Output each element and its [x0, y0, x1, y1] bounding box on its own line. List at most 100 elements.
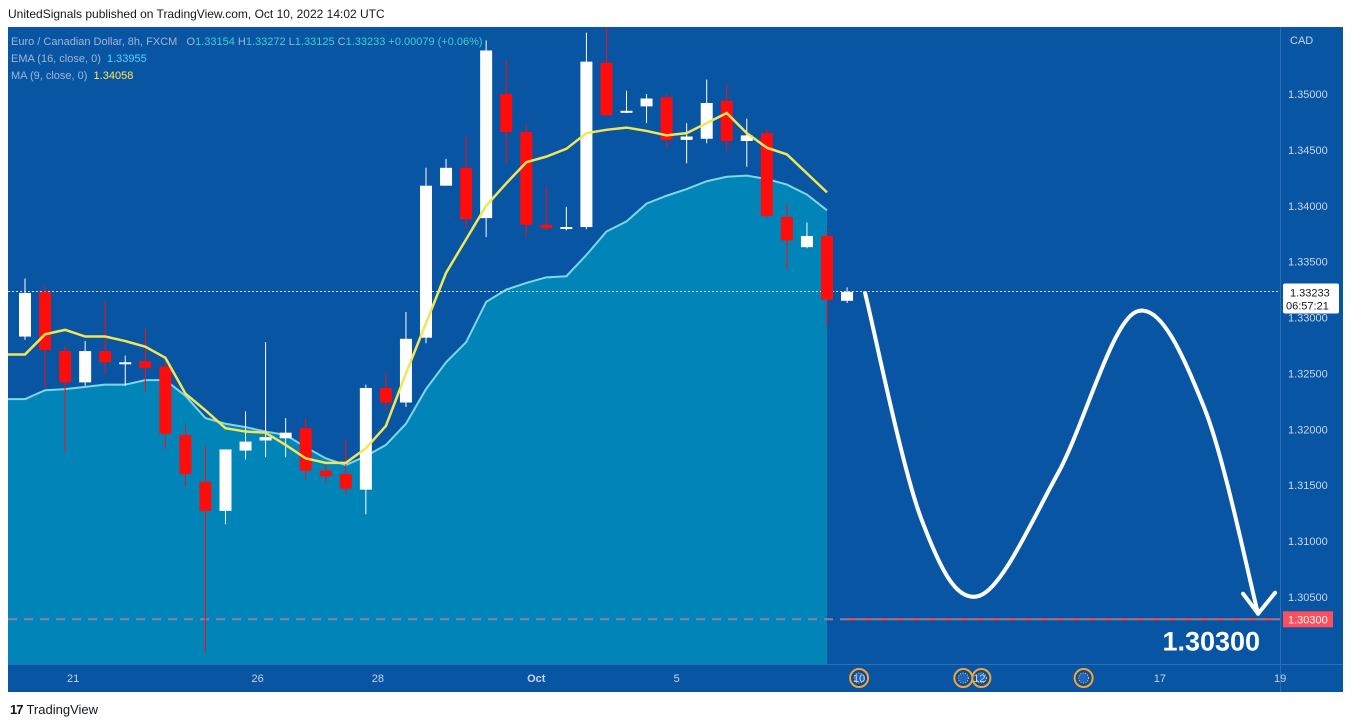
candle — [319, 465, 332, 483]
event-marker-flag — [957, 672, 969, 684]
candle — [560, 206, 573, 231]
candle-body — [821, 235, 833, 300]
candle-body — [480, 50, 493, 219]
candle-body — [440, 167, 453, 186]
candle — [520, 124, 533, 238]
legend-ema-label[interactable]: EMA (16, close, 0) — [11, 53, 101, 65]
time-tick-label: 26 — [251, 673, 263, 685]
legend-high-value: 1.33272 — [245, 36, 286, 48]
price-axis-bg — [1280, 27, 1343, 692]
candle-body — [540, 224, 553, 229]
event-marker-flag — [853, 672, 865, 684]
candle — [660, 94, 673, 148]
footer-brand-name: TradingView — [26, 702, 99, 717]
legend-ema-row: EMA (16, close, 0) 1.33955 — [11, 51, 483, 68]
candle-body — [720, 100, 733, 141]
candle — [19, 278, 31, 340]
target-price-tag — [1283, 611, 1333, 628]
candle-body — [179, 434, 192, 475]
footer-brand[interactable]: 17 TradingView — [10, 702, 98, 717]
time-tick-label: 12 — [973, 673, 985, 685]
time-tick-label: 19 — [1274, 673, 1286, 685]
candle — [219, 449, 232, 525]
candle — [440, 158, 453, 186]
candle — [780, 203, 793, 270]
price-tick-label: 1.31000 — [1288, 536, 1328, 548]
target-price-value: 1.30300 — [1288, 614, 1328, 626]
forecast-arrowhead — [1241, 590, 1278, 616]
price-tick-label: 1.34000 — [1288, 201, 1328, 213]
candle-body — [760, 133, 773, 216]
legend-symbol-row: Euro / Canadian Dollar, 8h, FXCM O1.3315… — [11, 34, 483, 51]
legend-symbol[interactable]: Euro / Canadian Dollar, 8h, FXCM — [11, 36, 178, 48]
candle-body — [660, 97, 673, 140]
legend-low-label: L — [288, 36, 295, 48]
candle-body — [279, 432, 292, 439]
candle — [700, 79, 713, 144]
price-tick-label: 1.33000 — [1288, 313, 1328, 325]
candle-body — [520, 132, 533, 225]
candle-body — [680, 136, 693, 140]
candle — [620, 90, 633, 114]
time-tick-label: 10 — [853, 673, 865, 685]
time-tick-label: 21 — [67, 673, 79, 685]
candle — [640, 94, 653, 124]
target-label: 1.30300 — [1162, 626, 1260, 656]
candle-body — [219, 449, 232, 511]
ema-line — [8, 174, 828, 467]
candle — [680, 123, 693, 164]
legend-open-label: O — [186, 36, 196, 48]
price-tick-label: 1.34500 — [1288, 145, 1328, 157]
legend-ema-value: 1.33955 — [107, 53, 147, 65]
event-marker-icon — [971, 668, 992, 688]
time-tick-label: 17 — [1154, 673, 1166, 685]
price-tick-label: 1.35000 — [1288, 89, 1328, 101]
candle-body — [460, 167, 473, 220]
time-tick-label: 5 — [674, 673, 680, 685]
legend-ma-row: MA (9, close, 0) 1.34058 — [11, 68, 483, 85]
candle-body — [239, 441, 252, 451]
legend-change: +0.00079 (+0.06%) — [388, 36, 483, 48]
candle-body — [319, 470, 332, 477]
candle-body — [560, 227, 573, 230]
candle — [420, 167, 432, 344]
candle — [460, 136, 473, 229]
candle-body — [640, 98, 653, 107]
candle — [800, 222, 813, 249]
candle — [59, 345, 72, 453]
legend-ma-value: 1.34058 — [93, 70, 134, 82]
candle-body — [339, 474, 352, 489]
candle-body — [299, 428, 312, 471]
time-tick-label: 28 — [372, 673, 384, 685]
candle — [279, 418, 292, 458]
candle-body — [620, 110, 633, 113]
tradingview-logo-icon: 17 — [10, 702, 24, 717]
candle — [540, 185, 553, 231]
candle-body — [740, 135, 753, 141]
price-tick-label: 1.32000 — [1288, 424, 1328, 436]
legend-ma-label[interactable]: MA (9, close, 0) — [11, 70, 88, 82]
legend-low-value: 1.33125 — [294, 36, 335, 48]
candle — [139, 328, 152, 392]
candle-body — [39, 291, 52, 350]
price-tick-label: 1.30500 — [1288, 592, 1328, 604]
candle — [259, 342, 272, 458]
candle — [119, 355, 132, 386]
chart-panel[interactable]: 1.30300 1.35000 1.34500 1.34000 1.33500 1.330… — [8, 27, 1343, 692]
candle — [821, 230, 833, 326]
legend-close-label: C — [337, 36, 346, 48]
event-marker-icon — [849, 668, 870, 688]
ma-line — [8, 111, 828, 465]
currency-label: CAD — [1290, 35, 1313, 47]
candle — [600, 27, 613, 116]
candle-body — [19, 292, 31, 337]
candle-body — [119, 362, 132, 365]
candlestick-chart[interactable]: 1.30300 1.35000 1.34500 1.34000 1.33500 1.330… — [8, 27, 1343, 692]
candle-body — [580, 61, 593, 228]
candle — [79, 341, 92, 386]
price-tick-label: 1.32500 — [1288, 368, 1328, 380]
legend-open-value: 1.33154 — [195, 36, 235, 48]
candle-body — [841, 291, 854, 301]
candle-body — [139, 361, 152, 368]
candle-body — [59, 351, 72, 383]
